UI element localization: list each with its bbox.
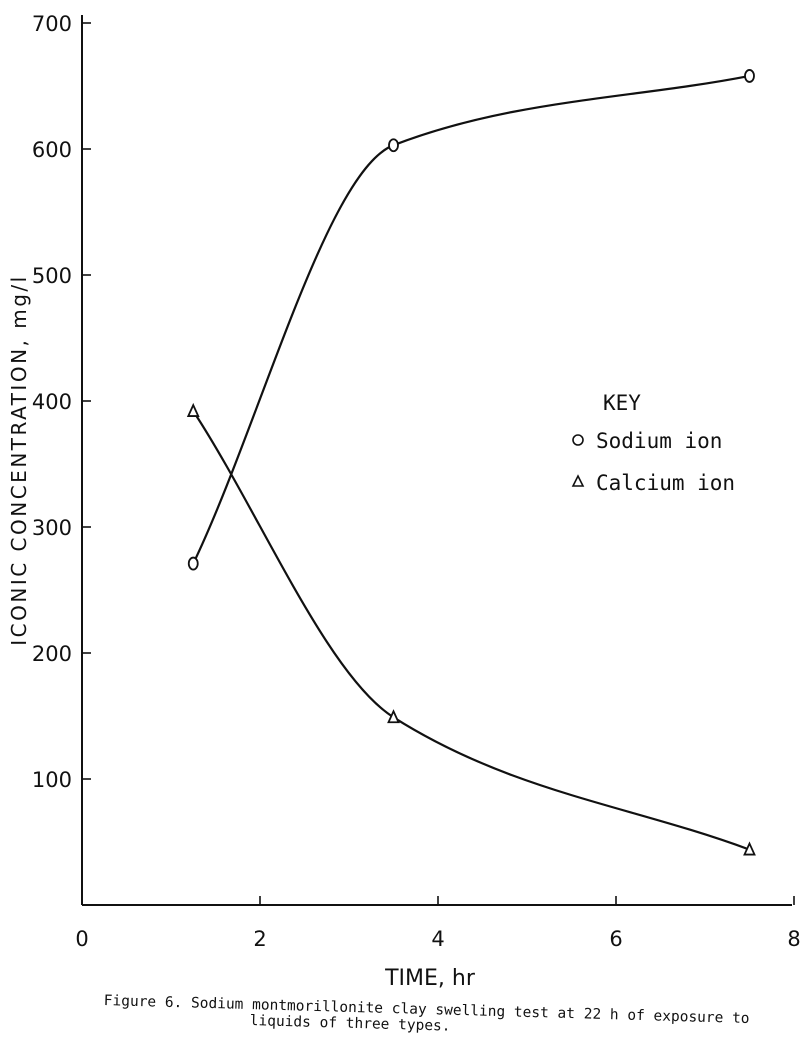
data-point-sodium-1 — [388, 138, 399, 153]
data-markers — [186, 69, 756, 856]
y-axis-label: ICONIC CONCENTRATION, mg/l — [7, 274, 31, 645]
x-tick-label-8: 8 — [787, 927, 800, 951]
tick-labels: 100 200 300 400 500 600 700 0 2 4 6 8 — [32, 12, 800, 951]
data-point-calcium-2 — [743, 841, 756, 856]
x-tick-label-2: 2 — [253, 927, 266, 951]
tick-marks — [82, 22, 795, 905]
data-point-sodium-0 — [187, 556, 199, 571]
legend-title: KEY — [603, 391, 641, 415]
axes — [81, 15, 792, 906]
data-point-sodium-2 — [744, 69, 755, 83]
y-tick-label-600: 600 — [32, 138, 72, 162]
x-tick-label-0: 0 — [75, 927, 88, 951]
y-tick-label-100: 100 — [32, 768, 72, 792]
series-curves — [192, 74, 750, 851]
y-tick-label-500: 500 — [32, 264, 72, 288]
y-tick-label-300: 300 — [32, 516, 72, 540]
legend-triangle-marker — [571, 474, 585, 487]
legend-label-calcium: Calcium ion — [596, 471, 735, 495]
legend: KEY Sodium ion Calcium ion — [571, 391, 735, 495]
legend-circle-marker — [572, 434, 584, 446]
x-tick-label-4: 4 — [431, 927, 444, 951]
data-point-calcium-0 — [186, 402, 200, 417]
data-point-calcium-1 — [387, 709, 400, 724]
y-tick-label-400: 400 — [32, 390, 72, 414]
legend-label-sodium: Sodium ion — [596, 429, 722, 453]
y-tick-label-700: 700 — [32, 12, 72, 36]
x-tick-label-6: 6 — [609, 927, 622, 951]
x-axis-label: TIME, hr — [384, 966, 476, 991]
y-tick-label-200: 200 — [32, 642, 72, 666]
